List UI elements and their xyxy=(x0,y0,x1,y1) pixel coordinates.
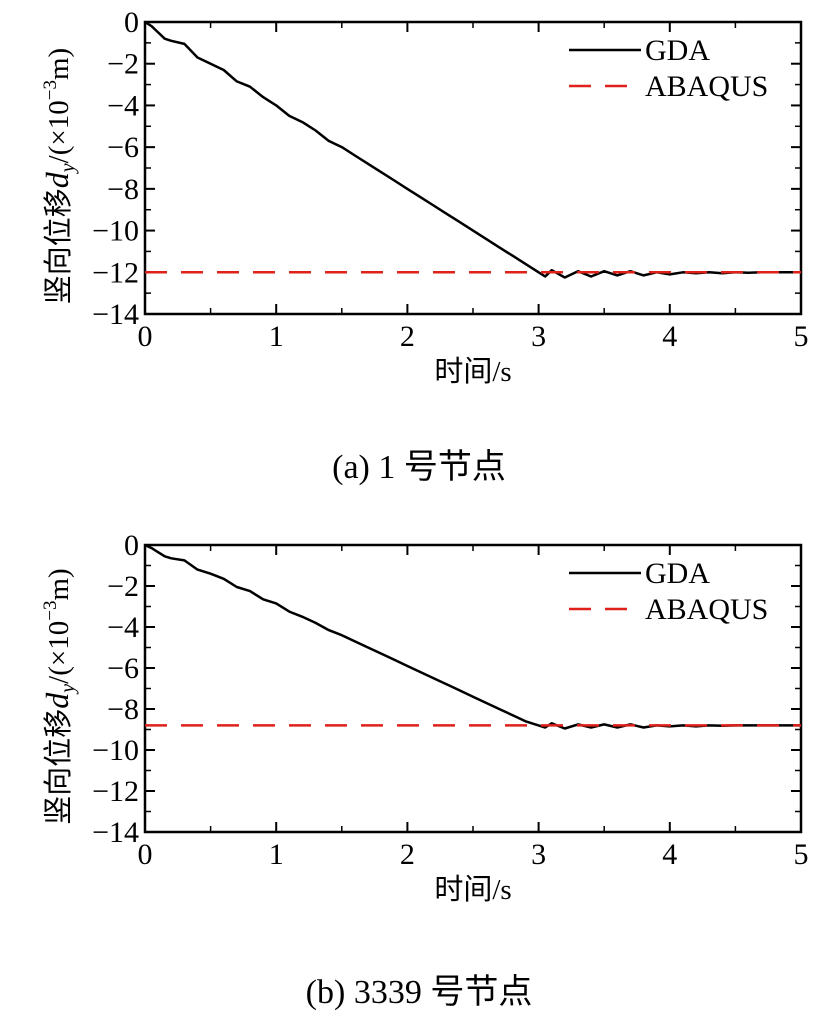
y-tick-label: −4 xyxy=(107,89,139,122)
x-tick-label: 0 xyxy=(138,838,153,871)
y-axis-title-unit-close: m) xyxy=(43,48,75,80)
x-tick-label: 4 xyxy=(662,320,677,353)
y-tick-label: 0 xyxy=(124,6,139,39)
y-tick-label: −4 xyxy=(107,611,139,644)
y-axis-title-subscript: y xyxy=(57,684,79,695)
y-axis-title-exponent: −3 xyxy=(40,601,61,621)
y-axis-title-symbol: d xyxy=(39,692,75,709)
x-tick-label: 3 xyxy=(531,320,546,353)
y-axis-title-unit-close: m) xyxy=(43,568,75,600)
x-tick-label: 1 xyxy=(269,838,284,871)
y-tick-label: 0 xyxy=(124,529,139,562)
y-tick-label: −8 xyxy=(107,693,139,726)
x-tick-label: 0 xyxy=(138,320,153,353)
y-axis-title: 竖向位移dy/(×10−3m) xyxy=(39,568,79,824)
y-axis-title-main: 竖向位移 xyxy=(42,188,75,304)
legend-label-gda: GDA xyxy=(645,557,710,590)
x-tick-label: 2 xyxy=(400,320,415,353)
panel-caption: (b) 3339 号节点 xyxy=(306,973,533,1011)
y-tick-label: −12 xyxy=(92,256,139,289)
y-tick-label: −6 xyxy=(107,131,139,164)
x-tick-label: 2 xyxy=(400,838,415,871)
legend-label-abaqus: ABAQUS xyxy=(645,593,768,626)
y-tick-label: −6 xyxy=(107,652,139,685)
y-tick-label: −12 xyxy=(92,775,139,808)
x-axis-title: 时间/s xyxy=(434,873,511,906)
y-axis-title-symbol: d xyxy=(39,171,75,188)
y-tick-label: −2 xyxy=(107,48,139,81)
x-tick-label: 1 xyxy=(269,320,284,353)
legend-label-abaqus: ABAQUS xyxy=(645,70,768,103)
legend-label-gda: GDA xyxy=(645,34,710,67)
panel-caption: (a) 1 号节点 xyxy=(332,448,506,486)
y-tick-label: −14 xyxy=(92,816,139,849)
y-tick-label: −14 xyxy=(92,298,139,331)
x-tick-label: 4 xyxy=(662,838,677,871)
x-axis-title: 时间/s xyxy=(434,355,511,388)
y-axis-title-unit-open: /(×10 xyxy=(43,621,75,684)
y-axis-title-main: 竖向位移 xyxy=(42,709,75,825)
y-axis-title-unit-open: /(×10 xyxy=(43,100,75,163)
y-tick-label: −10 xyxy=(92,734,139,767)
y-tick-label: −10 xyxy=(92,215,139,248)
y-axis-title: 竖向位移dy/(×10−3m) xyxy=(39,48,79,304)
y-axis-title-subscript: y xyxy=(57,163,79,174)
x-tick-label: 3 xyxy=(531,838,546,871)
x-tick-label: 5 xyxy=(794,838,809,871)
y-axis-title-exponent: −3 xyxy=(40,80,61,100)
y-tick-label: −8 xyxy=(107,173,139,206)
y-tick-label: −2 xyxy=(107,570,139,603)
x-tick-label: 5 xyxy=(794,320,809,353)
